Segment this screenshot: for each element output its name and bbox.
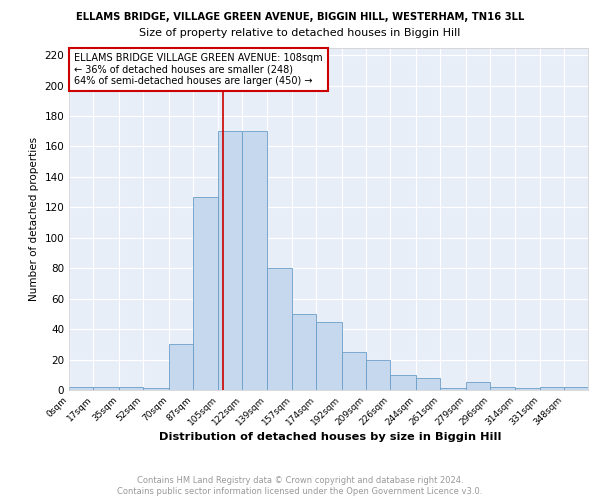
- Bar: [143, 388, 169, 390]
- Bar: [292, 314, 316, 390]
- Bar: [316, 322, 342, 390]
- Y-axis label: Number of detached properties: Number of detached properties: [29, 136, 39, 301]
- Bar: [466, 382, 490, 390]
- Text: Contains public sector information licensed under the Open Government Licence v3: Contains public sector information licen…: [118, 487, 482, 496]
- Bar: [93, 387, 119, 390]
- Text: Contains HM Land Registry data © Crown copyright and database right 2024.: Contains HM Land Registry data © Crown c…: [137, 476, 463, 485]
- Bar: [242, 131, 266, 390]
- Bar: [366, 360, 391, 390]
- Bar: [416, 378, 440, 390]
- Bar: [490, 387, 515, 390]
- Bar: [218, 131, 242, 390]
- Bar: [515, 388, 539, 390]
- Bar: [342, 352, 366, 390]
- Bar: [440, 388, 466, 390]
- Bar: [564, 387, 588, 390]
- Bar: [169, 344, 193, 390]
- Text: ELLAMS BRIDGE VILLAGE GREEN AVENUE: 108sqm
← 36% of detached houses are smaller : ELLAMS BRIDGE VILLAGE GREEN AVENUE: 108s…: [74, 52, 323, 86]
- Bar: [193, 196, 218, 390]
- Bar: [69, 387, 93, 390]
- Text: Size of property relative to detached houses in Biggin Hill: Size of property relative to detached ho…: [139, 28, 461, 38]
- Bar: [391, 375, 416, 390]
- Bar: [539, 387, 564, 390]
- Bar: [119, 387, 143, 390]
- Bar: [266, 268, 292, 390]
- Text: Distribution of detached houses by size in Biggin Hill: Distribution of detached houses by size …: [159, 432, 501, 442]
- Text: ELLAMS BRIDGE, VILLAGE GREEN AVENUE, BIGGIN HILL, WESTERHAM, TN16 3LL: ELLAMS BRIDGE, VILLAGE GREEN AVENUE, BIG…: [76, 12, 524, 22]
